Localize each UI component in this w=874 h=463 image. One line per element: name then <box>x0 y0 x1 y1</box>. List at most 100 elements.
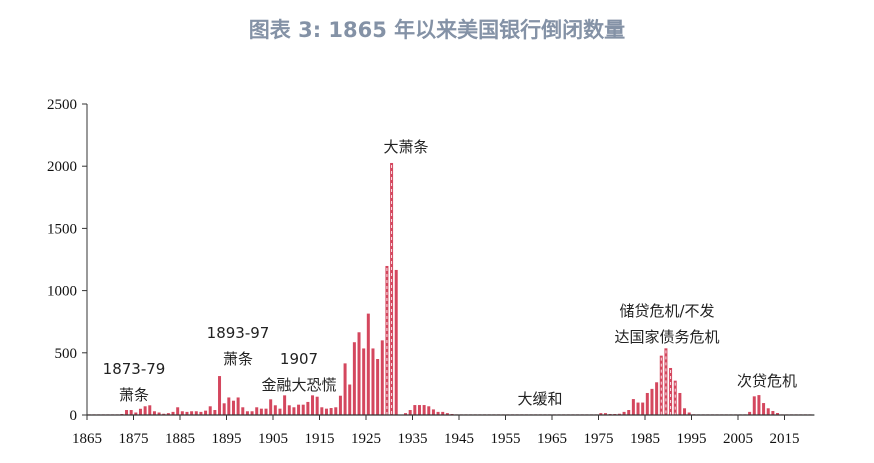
bar <box>213 410 217 415</box>
bar <box>166 413 170 415</box>
bar <box>436 411 440 415</box>
bar <box>348 384 352 415</box>
bar <box>645 392 649 415</box>
bar <box>320 407 324 415</box>
bar <box>162 413 166 415</box>
bar <box>180 411 184 415</box>
x-tick-label: 1915 <box>305 431 335 447</box>
bar <box>390 162 394 415</box>
bar <box>362 348 366 415</box>
x-tick-label: 2015 <box>770 431 800 447</box>
bar <box>603 413 607 415</box>
annotation-label: 萧条 <box>119 386 149 404</box>
bar <box>431 409 435 415</box>
bar <box>241 407 245 415</box>
bar <box>650 388 654 415</box>
x-tick-label: 1895 <box>212 431 242 447</box>
y-tick-label: 1500 <box>47 221 77 237</box>
bar <box>376 359 380 415</box>
chart-title: 图表 3: 1865 年以来美国银行倒闭数量 <box>248 18 626 42</box>
bar <box>357 332 361 415</box>
bar <box>250 411 254 415</box>
y-tick-label: 500 <box>55 346 78 362</box>
bar <box>297 404 301 415</box>
bar <box>194 411 198 415</box>
bar <box>631 399 635 415</box>
bar <box>776 413 780 415</box>
bar <box>441 411 445 415</box>
bar <box>176 407 180 415</box>
bar <box>292 407 296 415</box>
x-tick-label: 1865 <box>72 431 102 447</box>
bar <box>199 411 203 415</box>
bar <box>255 407 259 415</box>
bar <box>185 411 189 415</box>
bar <box>380 340 384 415</box>
bar <box>152 411 156 415</box>
y-tick-label: 0 <box>70 408 78 424</box>
annotation-label: 储贷危机/不发 <box>619 302 714 320</box>
bar <box>269 399 273 415</box>
bar <box>273 405 277 415</box>
annotation-label: 大缓和 <box>517 390 562 408</box>
bar <box>311 395 315 415</box>
bar <box>222 403 226 415</box>
x-tick-label: 1995 <box>677 431 707 447</box>
bar <box>171 411 175 415</box>
bar <box>617 413 621 415</box>
annotation-label: 大萧条 <box>383 138 428 156</box>
bar <box>408 410 412 415</box>
bar <box>231 400 235 415</box>
bar <box>227 397 231 415</box>
bar <box>404 413 408 415</box>
x-tick-label: 1905 <box>258 431 288 447</box>
y-tick-label: 1000 <box>47 284 77 300</box>
bar <box>641 402 645 415</box>
bar <box>673 380 677 415</box>
bar <box>622 411 626 415</box>
bar <box>334 407 338 415</box>
bar <box>352 342 356 415</box>
bar <box>329 408 333 415</box>
bar <box>148 405 152 415</box>
bar <box>427 406 431 415</box>
bar <box>236 397 240 415</box>
bar <box>204 410 208 415</box>
x-tick-label: 1935 <box>398 431 428 447</box>
bar <box>218 376 222 415</box>
bar <box>445 413 449 415</box>
bar <box>324 408 328 415</box>
bar <box>766 408 770 415</box>
annotation-label: 萧条 <box>223 350 253 368</box>
bar <box>125 410 129 415</box>
annotation-label: 1907 <box>280 350 318 368</box>
bar <box>287 405 291 415</box>
bar <box>762 403 766 415</box>
x-tick-label: 1945 <box>444 431 474 447</box>
bar <box>748 411 752 415</box>
bar <box>157 412 161 415</box>
bar <box>134 412 138 415</box>
bar <box>278 408 282 415</box>
x-tick-label: 1885 <box>165 431 195 447</box>
bar <box>138 408 142 415</box>
bar <box>283 395 287 415</box>
bar <box>678 392 682 415</box>
annotation-label: 达国家债务危机 <box>614 328 719 346</box>
x-tick-label: 1975 <box>584 431 614 447</box>
bar <box>752 396 756 415</box>
x-tick-label: 2005 <box>723 431 753 447</box>
bar <box>143 406 147 415</box>
y-tick-label: 2000 <box>47 159 77 175</box>
annotation-label: 金融大恐慌 <box>261 376 336 394</box>
bar <box>413 405 417 415</box>
bar <box>245 411 249 415</box>
bar <box>627 410 631 415</box>
bar <box>687 412 691 415</box>
x-tick-label: 1965 <box>537 431 567 447</box>
bar <box>417 405 421 415</box>
x-tick-label: 1875 <box>119 431 149 447</box>
bar <box>366 313 370 415</box>
bar <box>371 348 375 415</box>
